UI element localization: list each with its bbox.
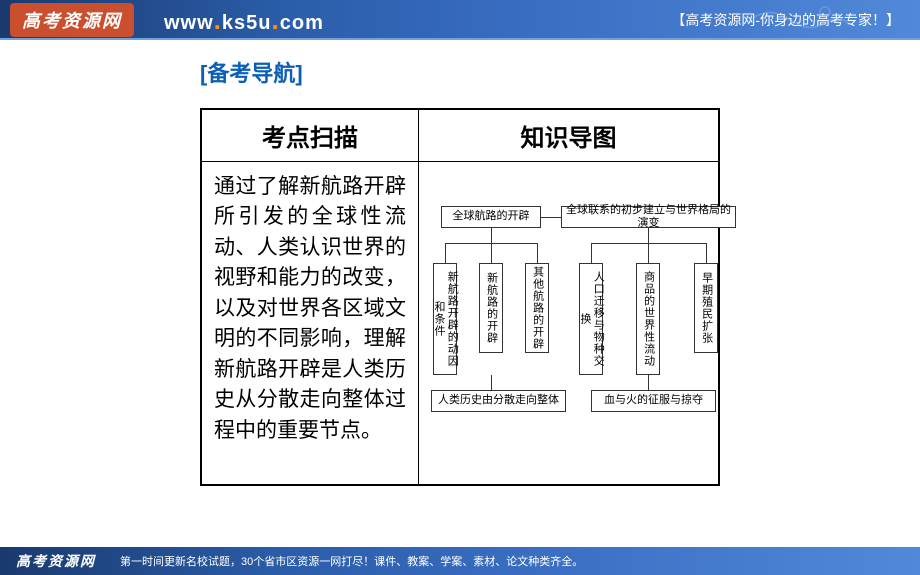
diagram-node-top-left: 全球航路的开辟 <box>441 206 541 228</box>
bottom-banner: 高考资源网 第一时间更新名校试题，30个省市区资源一网打尽！课件、教案、学案、素… <box>0 547 920 575</box>
diagram-node-bottom-left: 人类历史由分散走向整体 <box>431 390 566 412</box>
diagram-connector <box>648 228 649 243</box>
diagram-connector <box>445 243 446 263</box>
diagram-cell: 全球航路的开辟 全球联系的初步建立与世界格局的演变 <box>419 162 719 486</box>
concept-diagram: 全球航路的开辟 全球联系的初步建立与世界格局的演变 <box>431 178 706 468</box>
diagram-connector <box>541 217 561 218</box>
site-logo: 高考资源网 <box>10 3 134 37</box>
footer-text: 第一时间更新名校试题，30个省市区资源一网打尽！课件、教案、学案、素材、论文种类… <box>120 553 583 569</box>
section-heading: [备考导航] <box>200 56 720 88</box>
site-url: www.ks5u.com <box>164 5 324 36</box>
diagram-connector <box>648 375 649 390</box>
diagram-node-right-3: 早期殖民扩张 <box>694 263 718 353</box>
content-area: [备考导航] 考点扫描 知识导图 通过了解新航路开辟所引发的全球性流动、人类认识… <box>0 40 920 502</box>
diagram-node-bottom-right: 血与火的征服与掠夺 <box>591 390 716 412</box>
diagram-node-left-1: 新航路开辟的动因和条件 <box>433 263 457 375</box>
decor-swirl-icon <box>740 0 860 40</box>
diagram-node-top-right: 全球联系的初步建立与世界格局的演变 <box>561 206 736 228</box>
diagram-connector <box>491 243 492 263</box>
diagram-connector <box>491 228 492 243</box>
description-cell: 通过了解新航路开辟所引发的全球性流动、人类认识世界的视野和能力的改变，以及对世界… <box>201 162 419 486</box>
diagram-node-left-3: 其他航路的开辟 <box>525 263 549 353</box>
diagram-node-right-2: 商品的世界性流动 <box>636 263 660 375</box>
main-table: 考点扫描 知识导图 通过了解新航路开辟所引发的全球性流动、人类认识世界的视野和能… <box>200 108 720 486</box>
diagram-node-left-2: 新航路的开辟 <box>479 263 503 353</box>
diagram-node-right-1: 人口迁移与物种交换 <box>579 263 603 375</box>
diagram-connector <box>648 243 649 263</box>
col1-header: 考点扫描 <box>201 109 419 162</box>
footer-logo: 高考资源网 <box>16 551 96 571</box>
diagram-connector <box>491 375 492 390</box>
diagram-connector <box>706 243 707 263</box>
diagram-connector <box>537 243 538 263</box>
col2-header: 知识导图 <box>419 109 719 162</box>
diagram-connector <box>591 243 592 263</box>
top-banner: 高考资源网 www.ks5u.com 【高考资源网-你身边的高考专家！】 <box>0 0 920 40</box>
